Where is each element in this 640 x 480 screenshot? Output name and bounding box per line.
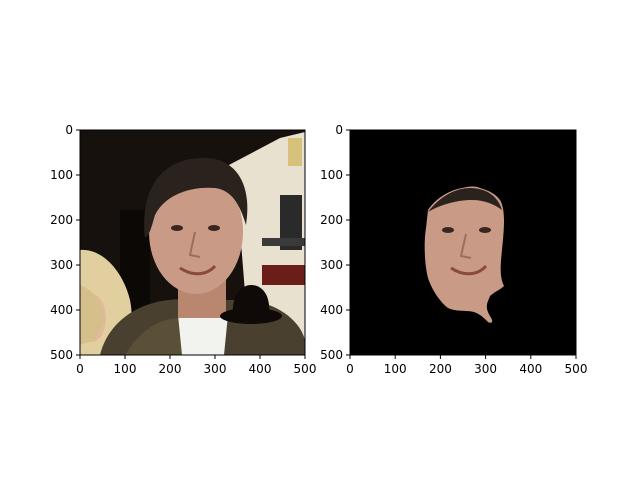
y-tick-label: 500 — [50, 348, 73, 362]
y-tick-label: 200 — [50, 213, 73, 227]
y-tick-label: 200 — [320, 213, 343, 227]
x-tick-label: 0 — [346, 362, 354, 376]
original-photo-frame — [79, 129, 306, 356]
face-mask-image — [350, 130, 576, 355]
y-tick-label: 0 — [335, 123, 343, 137]
x-tick-label: 400 — [249, 362, 272, 376]
x-tick-label: 500 — [565, 362, 588, 376]
y-tick-label: 300 — [50, 258, 73, 272]
x-tick-label: 200 — [429, 362, 452, 376]
x-tick-label: 0 — [76, 362, 84, 376]
x-tick-label: 500 — [294, 362, 317, 376]
y-tick-label: 400 — [320, 303, 343, 317]
x-tick-label: 100 — [114, 362, 137, 376]
x-tick-label: 300 — [204, 362, 227, 376]
original-photo-image — [80, 130, 305, 355]
x-tick-label: 300 — [474, 362, 497, 376]
y-tick-label: 400 — [50, 303, 73, 317]
y-tick-label: 100 — [320, 168, 343, 182]
x-tick-label: 100 — [384, 362, 407, 376]
x-tick-label: 400 — [519, 362, 542, 376]
y-tick-label: 500 — [320, 348, 343, 362]
face-mask-frame — [349, 129, 577, 356]
y-tick-label: 0 — [65, 123, 73, 137]
x-tick-label: 200 — [159, 362, 182, 376]
y-tick-label: 100 — [50, 168, 73, 182]
y-tick-label: 300 — [320, 258, 343, 272]
